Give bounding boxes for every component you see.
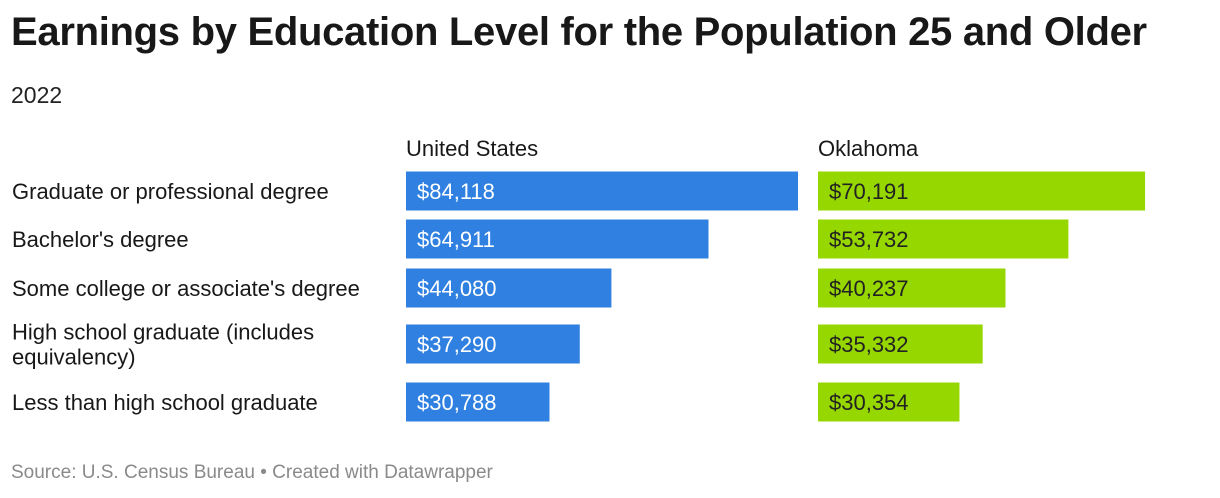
category-label-4: Less than high school graduate	[12, 390, 318, 415]
value-label-1-0: $70,191	[829, 179, 909, 204]
bar-0-0	[406, 171, 798, 211]
bar-1-3	[818, 324, 983, 364]
bar-1-2	[818, 268, 1006, 308]
bar-0-2	[406, 268, 612, 308]
bar-0-3	[406, 324, 580, 364]
category-label-1: Bachelor's degree	[12, 227, 189, 252]
chart-title: Earnings by Education Level for the Popu…	[11, 10, 1147, 54]
value-label-0-4: $30,788	[417, 390, 497, 415]
bar-chart: United States Oklahoma Graduate or profess…	[12, 136, 1146, 422]
series-header-0: United States	[406, 136, 538, 161]
bar-1-1	[818, 219, 1069, 259]
value-label-0-2: $44,080	[417, 276, 497, 301]
value-label-0-0: $84,118	[417, 179, 495, 204]
value-label-1-2: $40,237	[829, 276, 909, 301]
bar-0-1	[406, 219, 709, 259]
value-label-1-1: $53,732	[829, 227, 909, 252]
category-label-3: High school graduate (includes equivalenc…	[12, 320, 314, 370]
value-label-1-4: $30,354	[829, 390, 909, 415]
value-label-0-1: $64,911	[417, 227, 495, 252]
chart-subtitle: 2022	[11, 82, 63, 108]
bar-1-0	[818, 171, 1146, 211]
bar-1-4	[818, 382, 960, 422]
bar-0-4	[406, 382, 550, 422]
value-label-0-3: $37,290	[417, 332, 497, 357]
series-header-1: Oklahoma	[818, 136, 919, 161]
category-label-2: Some college or associate's degree	[12, 276, 360, 301]
category-label-0: Graduate or professional degree	[12, 179, 329, 204]
source-note: Source: U.S. Census Bureau • Created wit…	[11, 462, 493, 483]
value-label-1-3: $35,332	[829, 332, 909, 357]
